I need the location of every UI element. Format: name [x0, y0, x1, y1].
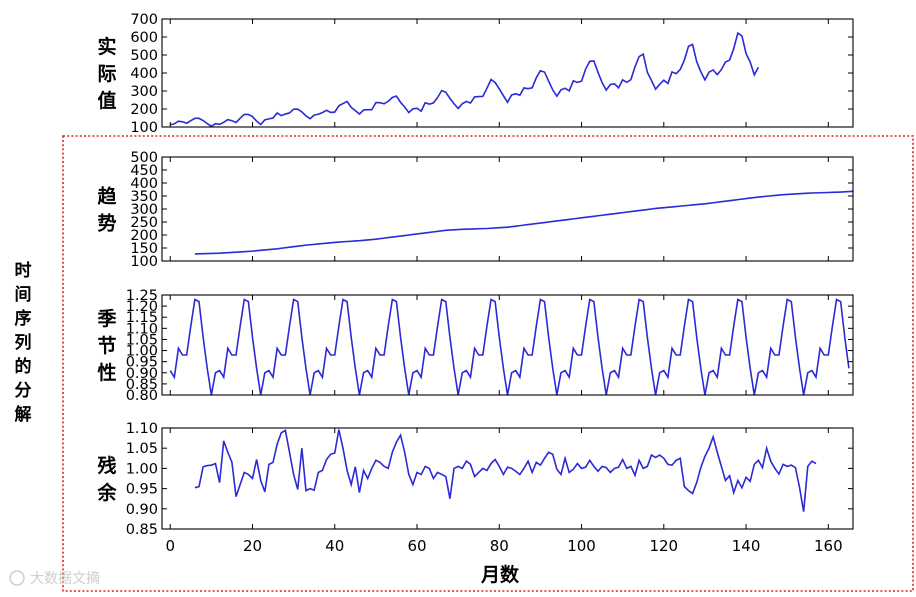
- x-tick-label: 140: [732, 537, 761, 555]
- side-label-char: 时: [15, 261, 32, 281]
- axes-frame: [161, 18, 854, 128]
- y-tick-label: 400: [130, 66, 158, 82]
- axes-frame: [161, 156, 854, 262]
- panel-2: 0.800.850.900.951.001.051.101.151.201.25…: [97, 288, 854, 404]
- y-tick-label: 200: [130, 228, 158, 244]
- series-line: [169, 298, 850, 395]
- y-tick-label: 150: [130, 241, 158, 257]
- y-tick-label: 1.20: [126, 299, 158, 315]
- y-tick-label: 500: [130, 150, 158, 166]
- panel-ylabel-char: 实: [97, 35, 116, 58]
- x-tick-label: 160: [814, 537, 843, 555]
- side-label-char: 列: [15, 332, 32, 353]
- panel-3: 0.85 0.90 0.95 1.00 1.05 1.10 0 20 40 60 80 100 120 1…: [96, 421, 854, 555]
- panel-ylabel-char: 值: [97, 89, 116, 112]
- panel-ylabel-char: 节: [97, 335, 116, 357]
- panel-ylabel-char: 际: [97, 63, 116, 85]
- y-tick-label: 0.85: [126, 377, 158, 393]
- y-tick-label: 0.95: [126, 355, 158, 371]
- y-tick-label: 600: [130, 30, 158, 46]
- y-tick-label: 1.00: [126, 461, 158, 477]
- axes-frame: [161, 427, 854, 530]
- x-tick-label: 100: [567, 537, 596, 555]
- y-tick-label: 700: [130, 12, 158, 28]
- y-tick-label: 300: [130, 202, 158, 218]
- y-tick-label: 450: [130, 163, 158, 179]
- x-tick-label: 0: [165, 537, 175, 555]
- y-tick-label: 1.05: [126, 332, 158, 348]
- watermark: 大数据文摘: [9, 570, 100, 587]
- panel-ylabel-char: 季: [97, 308, 116, 330]
- panel-ylabel-char: 性: [97, 361, 116, 384]
- y-tick-label: 500: [130, 48, 158, 64]
- x-tick-label: 80: [490, 537, 509, 555]
- panel-ylabel-char: 势: [97, 212, 116, 235]
- y-tick-label: 0.80: [126, 388, 158, 404]
- panel-ylabel-char: 余: [96, 481, 117, 504]
- y-tick-label: 1.10: [126, 421, 158, 437]
- chart-panels: 100200300400500600700实际值1001502002503003…: [96, 12, 854, 555]
- y-tick-label: 1.00: [126, 344, 158, 360]
- y-tick-label: 100: [130, 120, 158, 136]
- y-tick-label: 1.15: [126, 310, 158, 326]
- side-label-char: 解: [15, 404, 32, 425]
- y-tick-label: 0.90: [126, 366, 158, 382]
- series-line: [194, 429, 817, 512]
- side-label-char: 间: [15, 284, 32, 305]
- x-tick-label: 120: [649, 537, 678, 555]
- y-tick-label: 0.95: [126, 482, 158, 498]
- series-line: [194, 190, 853, 255]
- y-tick-label: 200: [130, 102, 158, 118]
- x-tick-label: 40: [325, 537, 344, 555]
- y-tick-label: 0.85: [126, 522, 158, 538]
- y-tick-label: 300: [130, 84, 158, 100]
- watermark-text: 大数据文摘: [30, 570, 100, 587]
- y-tick-label: 400: [130, 176, 158, 192]
- watermark-logo-icon: [9, 570, 25, 586]
- decomposition-frame: [62, 135, 914, 592]
- panel-ylabel-char: 残: [97, 454, 116, 477]
- series-line: [170, 31, 760, 127]
- y-tick-label: 0.90: [126, 502, 158, 518]
- x-axis-label: 月数: [480, 563, 520, 586]
- y-tick-label: 1.25: [126, 288, 158, 304]
- y-tick-label: 1.05: [126, 441, 158, 457]
- side-label-char: 分: [15, 381, 32, 401]
- side-label-char: 序: [15, 308, 32, 329]
- panel-ylabel-char: 趋: [97, 185, 117, 208]
- x-tick-label: 60: [407, 537, 426, 555]
- y-tick-label: 1.10: [126, 321, 158, 337]
- side-label-char: 的: [15, 356, 32, 377]
- y-tick-label: 250: [130, 215, 158, 231]
- panel-0: 100 200 300 400 500 600 700 实际值: [97, 12, 854, 136]
- x-tick-label: 20: [243, 537, 262, 555]
- y-tick-label: 100: [130, 254, 158, 270]
- y-tick-label: 350: [130, 189, 158, 205]
- axes-frame: [161, 294, 854, 396]
